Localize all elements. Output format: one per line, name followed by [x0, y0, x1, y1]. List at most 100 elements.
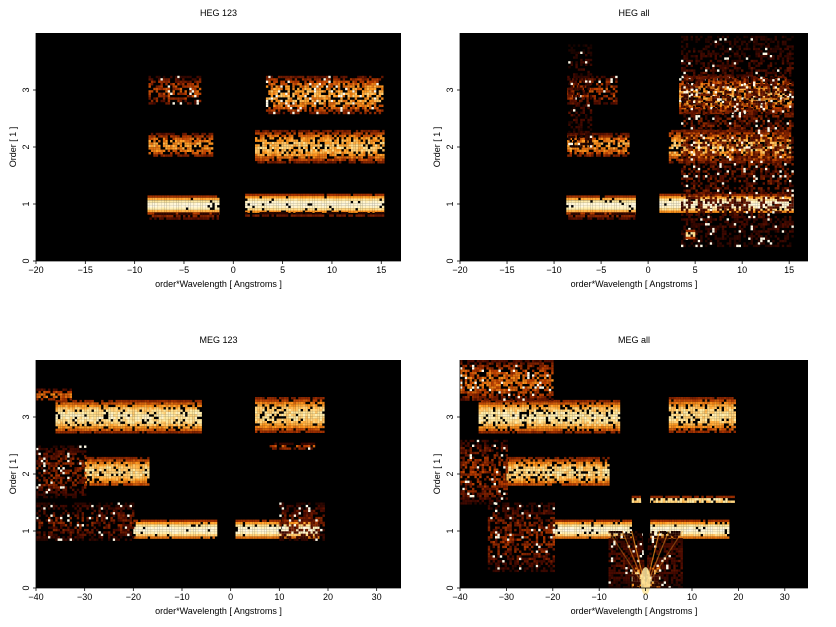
heatmap-band-order-2 [148, 132, 214, 157]
y-axis-label: Order [ 1 ] [8, 127, 18, 168]
y-tick-label: 1 [445, 528, 455, 533]
x-tick-label: −20 [126, 592, 141, 602]
y-tick-label: 1 [21, 201, 31, 206]
y-tick-label: 0 [21, 585, 31, 590]
chart-panel-1: HEG 123−20 −15 −10 −5 0 5 10 15order*Wavelength… [8, 8, 401, 289]
y-tick-label: 3 [21, 414, 31, 419]
y-axis: 0 1 2 3 Order [ 1 ] [432, 360, 461, 591]
x-tick-label: 10 [327, 265, 337, 275]
heatmap-band-order-2 [506, 456, 610, 486]
heatmap-band-order-2 [255, 129, 385, 164]
chart-title: MEG 123 [199, 335, 237, 345]
x-tick-label: 15 [376, 265, 386, 275]
heatmap-band-order-3 [478, 399, 621, 434]
x-tick-label: −5 [596, 265, 606, 275]
x-tick-label: −10 [546, 265, 561, 275]
x-tick-label: 10 [274, 592, 284, 602]
y-tick-label: 2 [21, 144, 31, 149]
x-tick-label: 10 [737, 265, 747, 275]
chart-title: MEG all [618, 335, 650, 345]
heatmap-band-order-2 [460, 439, 508, 505]
y-tick-label: 2 [445, 471, 455, 476]
x-tick-label: 5 [693, 265, 698, 275]
heatmap-band-order-3 [36, 388, 72, 401]
heatmap-band-order-1 [147, 195, 220, 215]
y-axis-label: Order [ 1 ] [8, 454, 18, 495]
y-tick-label: 0 [445, 258, 455, 263]
heatmap-band-order-0 [681, 35, 794, 248]
x-tick-label: 0 [231, 265, 236, 275]
x-axis: −20 −15 −10 −5 0 5 10 15 order*Wavelength [ Angs… [452, 260, 808, 289]
x-tick-label: −40 [452, 592, 467, 602]
x-axis: −40 −30 −20 −10 0 10 20 30 order*Wavelength [ An… [28, 587, 401, 616]
x-tick-label: −20 [452, 265, 467, 275]
x-tick-label: 0 [643, 592, 648, 602]
heatmap-band-order-3 [148, 75, 202, 105]
chart-title: HEG all [618, 8, 649, 18]
chart-panel-2: HEG all−20 −15 −10 −5 0 5 10 15order*Wavelength… [432, 8, 808, 289]
heatmap-band-order-1 [487, 502, 555, 573]
x-tick-label: −20 [28, 265, 43, 275]
x-tick-label: −5 [179, 265, 189, 275]
heatmap-band-order-3 [668, 397, 736, 433]
y-axis: 0 1 2 3 Order [ 1 ] [8, 33, 37, 264]
y-axis: 0 1 2 3 Order [ 1 ] [432, 33, 461, 264]
x-tick-label: −30 [77, 592, 92, 602]
heatmap-band-order-0 [608, 531, 683, 588]
x-axis: −20 −15 −10 −5 0 5 10 15 order*Wavelength [ Angs… [28, 260, 401, 289]
y-tick-label: 3 [21, 87, 31, 92]
y-tick-label: 2 [445, 144, 455, 149]
x-axis-label: order*Wavelength [ Angstroms ] [571, 279, 698, 289]
heatmap-band-order-3 [460, 360, 554, 401]
y-tick-label: 0 [445, 585, 455, 590]
x-tick-label: 10 [687, 592, 697, 602]
x-tick-label: −10 [592, 592, 607, 602]
heatmap-band-order-3 [55, 399, 202, 434]
heatmap-band-order-1 [245, 212, 385, 217]
heatmap-band-order-1 [279, 502, 325, 541]
x-tick-label: 30 [372, 592, 382, 602]
x-axis: −40 −30 −20 −10 0 10 20 30 order*Wavelength [ An… [452, 587, 808, 616]
x-axis-label: order*Wavelength [ Angstroms ] [155, 606, 282, 616]
chart-panel-3: MEG 123−40 −30 −20 −10 0 10 20 30order*Waveleng… [8, 335, 401, 616]
y-axis-label: Order [ 1 ] [432, 454, 442, 495]
x-tick-label: −20 [545, 592, 560, 602]
heatmap-band-order-2 [36, 445, 87, 499]
y-axis-label: Order [ 1 ] [432, 127, 442, 168]
chart-title: HEG 123 [200, 8, 237, 18]
heatmap-band-order-1 [568, 212, 636, 220]
heatmap-band-order-1 [36, 502, 135, 541]
heatmap-band-order-1 [650, 519, 730, 539]
chart-panel-4: MEG all−40 −30 −20 −10 0 10 20 30order*Waveleng… [432, 335, 808, 616]
x-tick-label: 5 [280, 265, 285, 275]
heatmap-band-order-2 [84, 456, 150, 486]
heatmap-band-order-1 [133, 519, 218, 539]
x-tick-label: −30 [499, 592, 514, 602]
x-tick-label: 0 [646, 265, 651, 275]
heatmap-band-order-1 [245, 193, 385, 213]
x-axis-label: order*Wavelength [ Angstroms ] [155, 279, 282, 289]
x-tick-label: 0 [228, 592, 233, 602]
y-tick-label: 0 [21, 258, 31, 263]
y-axis: 0 1 2 3 Order [ 1 ] [8, 360, 37, 591]
x-tick-label: 20 [733, 592, 743, 602]
x-tick-label: 30 [780, 592, 790, 602]
x-tick-label: −15 [499, 265, 514, 275]
y-tick-label: 1 [21, 528, 31, 533]
heatmap-band-order-0 [685, 229, 696, 240]
y-tick-label: 2 [21, 471, 31, 476]
x-tick-label: 20 [323, 592, 333, 602]
x-axis-label: order*Wavelength [ Angstroms ] [571, 606, 698, 616]
x-tick-label: −15 [78, 265, 93, 275]
x-tick-label: −10 [174, 592, 189, 602]
heatmap-band-order-3 [269, 442, 316, 450]
x-tick-label: 15 [784, 265, 794, 275]
heatmap-band-order-0 [568, 44, 593, 148]
heatmap-band-order-1 [149, 212, 219, 220]
y-tick-label: 3 [445, 87, 455, 92]
heatmap-band-order-3 [265, 75, 384, 115]
y-tick-label: 1 [445, 201, 455, 206]
y-tick-label: 3 [445, 414, 455, 419]
x-tick-label: −10 [127, 265, 142, 275]
